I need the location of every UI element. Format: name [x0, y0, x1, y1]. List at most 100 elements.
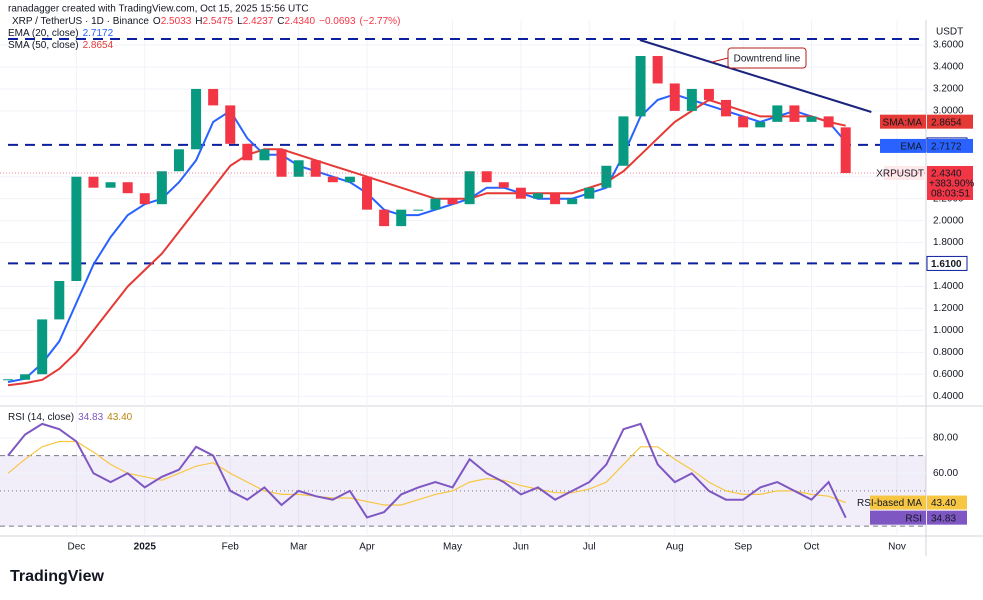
currency: USDT: [936, 27, 963, 38]
ohlc-value: 2.5033: [161, 16, 192, 27]
x-tick-label: Dec: [67, 542, 85, 553]
y-tick-label: 1.0000: [933, 325, 964, 336]
ma-line: [7, 98, 846, 387]
rsi-ma-value: 43.40: [107, 412, 132, 423]
x-tick-label: Feb: [222, 542, 240, 553]
background: [0, 0, 983, 560]
x-tick-label: Jul: [583, 542, 596, 553]
rsi-legend: RSI (14, close) 34.83 43.40: [8, 412, 133, 423]
rsi-value: 34.83: [78, 412, 103, 423]
rsi-tick-label: 60.00: [933, 468, 958, 479]
trendline: [639, 39, 872, 113]
ma-tag-name: [880, 114, 926, 129]
ohlc-value: 2.4237: [243, 16, 274, 27]
x-tick-label: Apr: [359, 542, 375, 553]
candle: [173, 149, 184, 172]
candle: [652, 56, 663, 84]
candle: [242, 143, 253, 161]
candle: [344, 176, 355, 183]
ohlc-value: 2.4340: [285, 16, 316, 27]
rsi-tag-value: 34.83: [931, 513, 956, 524]
rsi-tag-name-text: RSI: [905, 513, 922, 524]
y-tick-label: 0.4000: [933, 391, 964, 402]
x-tick-label: Oct: [804, 542, 820, 553]
rsi-tag-name: [870, 510, 926, 525]
legend-indicator: SMA (50, close) 2.8654: [8, 40, 114, 51]
candle: [225, 105, 236, 144]
candle: [156, 171, 167, 205]
y-tick-label: 1.2000: [933, 303, 964, 314]
y-tick-label: 0.6000: [933, 369, 964, 380]
y-tick-label: 1.4000: [933, 281, 964, 292]
ma-tag-name: [880, 138, 926, 153]
candle: [327, 176, 338, 183]
candle: [447, 198, 458, 205]
rsi-band: [0, 455, 926, 527]
candle: [618, 116, 629, 166]
candle: [3, 379, 13, 381]
candle: [37, 319, 48, 375]
rsi-tag-name-text: RSI-based MA: [857, 498, 922, 509]
rsi-tag-name: [870, 495, 926, 510]
candle: [139, 193, 150, 205]
ohlc-key: H: [195, 16, 202, 27]
ohlc-key: C: [277, 16, 284, 27]
candle: [738, 116, 749, 128]
indicator-name: SMA (50, close): [8, 40, 79, 51]
indicator-value: 2.7172: [83, 28, 114, 39]
x-tick-label: Aug: [666, 542, 684, 553]
candle: [515, 187, 526, 199]
indicator-value: 2.8654: [83, 40, 114, 51]
candle: [379, 209, 390, 227]
candle: [806, 116, 817, 122]
candle: [464, 171, 475, 205]
price-tag-countdown: 08:03:51: [931, 189, 970, 200]
legend-indicator: EMA (20, close) 2.7172: [8, 28, 114, 39]
price-tag-value: 2.4340: [931, 169, 962, 180]
candle: [686, 88, 697, 111]
y-tick-label: 3.4000: [933, 62, 964, 73]
indicator-name: EMA (20, close): [8, 28, 79, 39]
header: ranadagger created with TradingView.com,…: [8, 4, 309, 15]
x-tick-label: May: [443, 542, 462, 553]
change: −0.0693: [319, 16, 356, 27]
x-tick-label: Mar: [290, 542, 308, 553]
candle: [276, 149, 287, 177]
annotation-pointer: [711, 57, 729, 63]
ma-tag-name-text: EMA: [900, 142, 922, 153]
candle: [789, 105, 800, 122]
candle: [191, 88, 202, 150]
candle: [635, 56, 646, 117]
candle: [481, 171, 492, 183]
candle: [362, 176, 373, 210]
legend: XRP / TetherUS · 1D · Binance O2.5033 H2.5…: [12, 16, 400, 27]
y-tick-label: 1.8000: [933, 237, 964, 248]
price-tag: [927, 166, 973, 201]
y-tick-label: 0.8000: [933, 347, 964, 358]
candle: [259, 149, 270, 161]
candle: [721, 99, 732, 117]
candle: [601, 165, 612, 188]
candle: [550, 193, 561, 205]
y-tick-label: 2.0000: [933, 215, 964, 226]
rsi-title: RSI (14, close): [8, 412, 74, 423]
x-tick-label: Nov: [888, 542, 906, 553]
ohlc-value: 2.5475: [203, 16, 234, 27]
candle: [567, 198, 578, 205]
candle: [840, 127, 851, 174]
candle: [88, 176, 99, 188]
y-tick-label: 3.2000: [933, 84, 964, 95]
candle: [208, 88, 219, 106]
ohlc-key: O: [153, 16, 161, 27]
ma-tag-name-text: SMA:MA: [883, 117, 923, 128]
candle: [293, 160, 304, 177]
x-tick-label: Jun: [513, 542, 529, 553]
rsi-line: [7, 422, 847, 519]
candle: [755, 121, 766, 128]
candle: [772, 105, 783, 122]
candle: [413, 209, 424, 211]
ma-tag-value: 2.7172: [931, 142, 962, 153]
candle: [71, 176, 82, 281]
rsi-tag: [927, 495, 967, 510]
